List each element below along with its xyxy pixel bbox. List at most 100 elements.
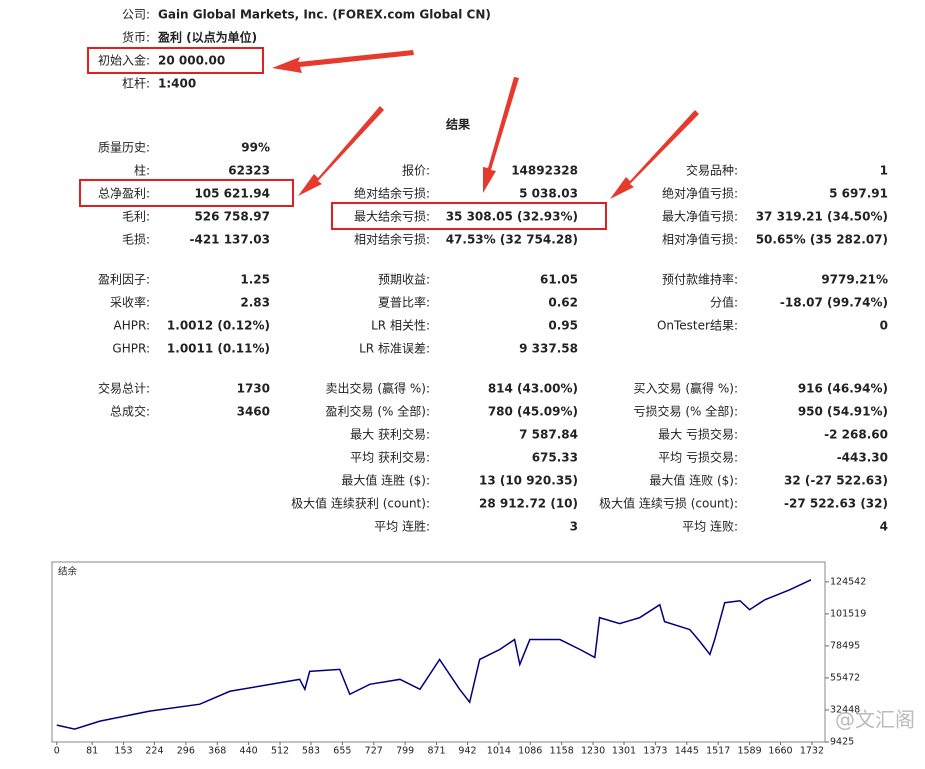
chart-title: 结余	[58, 566, 78, 578]
stat-value: -443.30	[837, 451, 888, 465]
watermark: @文汇阁	[835, 708, 915, 732]
x-tick-label: 1445	[675, 746, 699, 757]
x-tick-label: 583	[302, 746, 320, 757]
y-tick-label: 9425	[830, 737, 854, 748]
x-tick-label: 655	[333, 746, 351, 757]
field-label: 公司:	[122, 8, 150, 22]
stat-label: 平均 连胜:	[374, 519, 430, 534]
stat-value: 1.0012 (0.12%)	[167, 319, 270, 333]
stat-value: -27 522.63 (32)	[784, 497, 888, 511]
x-tick-label: 81	[86, 746, 98, 757]
stat-value: 4	[880, 520, 888, 534]
x-tick-label: 153	[114, 746, 132, 757]
y-tick-label: 32448	[830, 704, 860, 715]
highlight-box	[79, 179, 294, 207]
stat-value: 14892328	[511, 164, 578, 178]
x-tick-label: 512	[271, 746, 289, 757]
stat-label: 平均 连败:	[682, 519, 738, 534]
stat-label: 质量历史:	[98, 141, 150, 155]
x-tick-label: 1301	[612, 746, 636, 757]
stat-value: 0.62	[548, 296, 578, 310]
stat-value: 62323	[228, 164, 270, 178]
arrows	[272, 50, 699, 199]
stat-label: 夏普比率:	[378, 295, 430, 310]
arrow	[610, 110, 699, 199]
stat-value: 47.53% (32 754.28)	[446, 233, 578, 247]
stat-label: 最大 获利交易:	[350, 427, 430, 442]
stat-value: 61.05	[540, 273, 578, 287]
stat-value: 2.83	[240, 296, 270, 310]
x-tick-label: 1014	[487, 746, 511, 757]
stat-label: 预付款维持率:	[662, 272, 738, 287]
stat-label: OnTester结果:	[657, 319, 738, 333]
stat-value: 950 (54.91%)	[798, 405, 888, 419]
stat-label: 亏损交易 (% 全部):	[634, 404, 738, 419]
x-tick-label: 224	[145, 746, 163, 757]
stat-label: 总净盈利:	[98, 187, 150, 201]
stat-value: 9 337.58	[519, 342, 578, 356]
highlight-box	[87, 47, 264, 74]
stat-label: 报价:	[402, 163, 430, 178]
stat-value: 675.33	[532, 451, 578, 465]
stat-label: 毛利:	[122, 210, 150, 224]
stat-value: 13 (10 920.35)	[479, 474, 578, 488]
stat-value: -18.07 (99.74%)	[780, 296, 888, 310]
x-tick-label: 1660	[768, 746, 792, 757]
stat-label: 最大结余亏损:	[354, 209, 430, 224]
stat-value: 814 (43.00%)	[488, 382, 578, 396]
x-tick-label: 296	[177, 746, 195, 757]
x-tick-label: 1589	[737, 746, 761, 757]
field-value: 20 000.00	[158, 54, 225, 68]
stat-value: -421 137.03	[189, 233, 270, 247]
x-tick-label: 1373	[643, 746, 667, 757]
stat-value: 35 308.05 (32.93%)	[446, 210, 578, 224]
stat-label: 极大值 连续获利 (count):	[291, 496, 430, 511]
x-tick-label: 1732	[800, 746, 824, 757]
stat-label: AHPR:	[114, 319, 150, 333]
stat-label: 买入交易 (赢得 %):	[634, 381, 738, 396]
stat-value: 780 (45.09%)	[488, 405, 578, 419]
field-value: 盈利 (以点为单位)	[157, 30, 257, 45]
field-label: 杠杆:	[122, 76, 150, 91]
stat-label: 最大净值亏损:	[662, 209, 738, 224]
x-tick-label: 727	[365, 746, 383, 757]
x-tick-label: 0	[54, 746, 60, 757]
stat-label: 盈利因子:	[98, 273, 150, 287]
stat-label: 预期收益:	[378, 273, 430, 287]
x-tick-label: 440	[240, 746, 258, 757]
field-label: 货币:	[122, 30, 150, 45]
stat-label: 毛损:	[122, 233, 150, 247]
x-tick-label: 799	[396, 746, 414, 757]
stat-label: 交易总计:	[98, 381, 150, 396]
stat-label: 绝对净值亏损:	[662, 186, 738, 201]
stat-value: 3	[570, 520, 578, 534]
results-title: 结果	[446, 117, 470, 132]
stat-label: 相对净值亏损:	[662, 232, 738, 247]
stat-label: LR 标准误差:	[359, 342, 430, 356]
stat-value: 3460	[237, 405, 270, 419]
x-tick-label: 1517	[706, 746, 730, 757]
x-tick-label: 942	[458, 746, 476, 757]
stat-value: 0.95	[548, 319, 578, 333]
stat-label: 分值:	[710, 295, 738, 310]
x-tick-label: 368	[208, 746, 226, 757]
stat-value: 37 319.21 (34.50%)	[756, 210, 888, 224]
arrow	[483, 77, 519, 193]
stat-value: 5 038.03	[519, 187, 578, 201]
stat-value: 1.25	[240, 273, 270, 287]
x-tick-label: 1230	[581, 746, 605, 757]
stat-label: 盈利交易 (% 全部):	[326, 404, 430, 419]
stat-label: 最大值 连胜 ($):	[341, 473, 430, 488]
stat-value: 99%	[241, 141, 270, 155]
stat-value: 50.65% (35 282.07)	[756, 233, 888, 247]
x-tick-label: 1158	[550, 746, 574, 757]
stat-label: LR 相关性:	[371, 319, 430, 333]
stat-label: 卖出交易 (赢得 %):	[326, 381, 430, 396]
y-tick-label: 124542	[830, 576, 866, 587]
stat-value: 1.0011 (0.11%)	[167, 342, 270, 356]
field-label: 初始入金:	[98, 53, 150, 68]
stat-label: 平均 亏损交易:	[658, 450, 738, 465]
balance-line	[56, 579, 812, 730]
stat-label: 最大值 连败 ($):	[649, 473, 738, 488]
stat-label: 采收率:	[110, 295, 150, 310]
